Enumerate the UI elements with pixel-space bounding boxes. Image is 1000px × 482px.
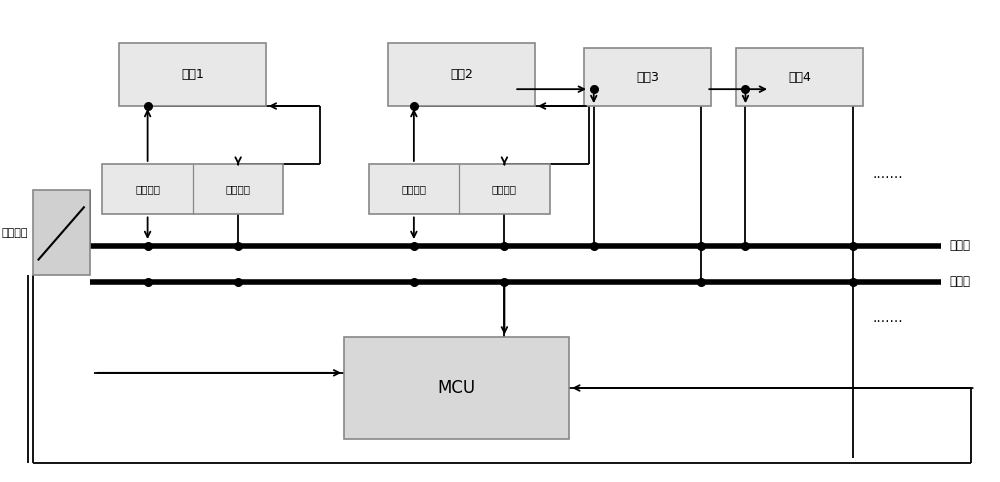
Text: 输入电路: 输入电路 [226, 184, 251, 194]
FancyBboxPatch shape [102, 164, 283, 214]
Text: 输入电路: 输入电路 [492, 184, 517, 194]
Text: 端口2: 端口2 [450, 68, 473, 81]
Text: .......: ....... [872, 166, 903, 181]
FancyBboxPatch shape [119, 43, 266, 106]
Text: 端口3: 端口3 [636, 71, 659, 83]
Text: 输入线: 输入线 [949, 240, 970, 252]
Text: MCU: MCU [438, 379, 476, 397]
Text: 输出电路: 输出电路 [135, 184, 160, 194]
FancyBboxPatch shape [584, 48, 711, 106]
Text: 转接电路: 转接电路 [1, 228, 28, 238]
Text: 输出线: 输出线 [949, 276, 970, 288]
FancyBboxPatch shape [369, 164, 550, 214]
FancyBboxPatch shape [33, 190, 90, 275]
Text: .......: ....... [872, 311, 903, 325]
FancyBboxPatch shape [388, 43, 535, 106]
FancyBboxPatch shape [736, 48, 863, 106]
FancyBboxPatch shape [344, 337, 569, 439]
Text: 输出电路: 输出电路 [401, 184, 426, 194]
Text: 端口1: 端口1 [181, 68, 204, 81]
Text: 端口4: 端口4 [788, 71, 811, 83]
